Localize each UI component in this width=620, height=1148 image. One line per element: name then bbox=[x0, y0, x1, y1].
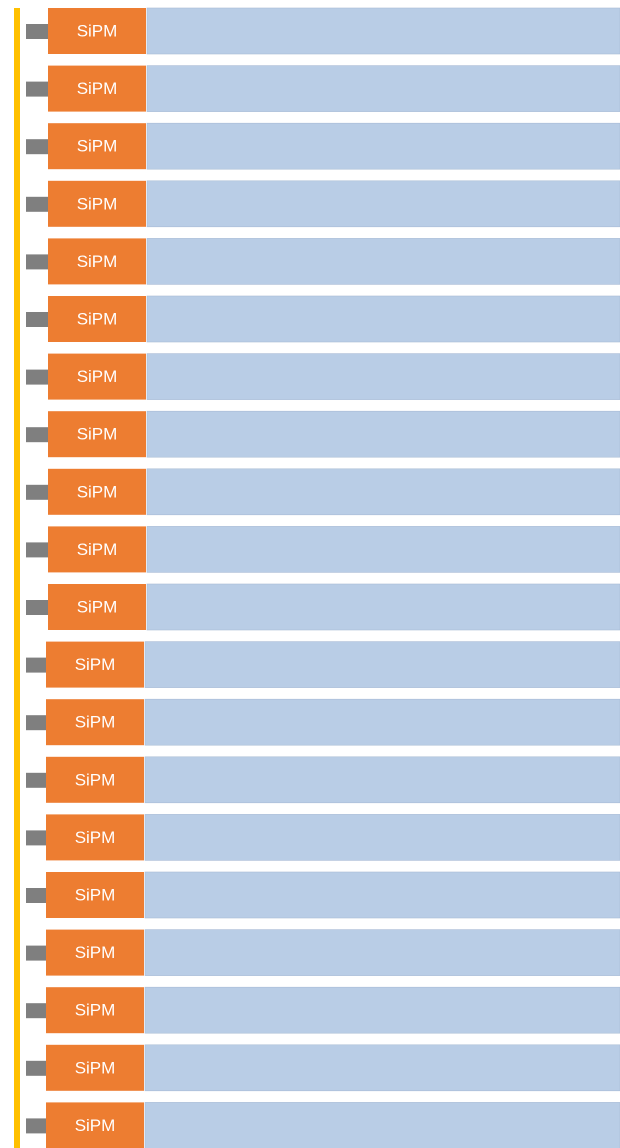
connector bbox=[26, 312, 48, 327]
connector bbox=[26, 1060, 46, 1076]
sipm-box bbox=[46, 756, 144, 803]
fiber-bar bbox=[146, 468, 620, 516]
connector bbox=[26, 484, 48, 500]
connector bbox=[26, 369, 48, 385]
sipm-box bbox=[48, 353, 146, 400]
sipm-label: SiPM bbox=[75, 713, 116, 732]
sipm-label: SiPM bbox=[75, 655, 116, 674]
fiber-bar bbox=[146, 238, 620, 285]
fiber-bar bbox=[146, 180, 620, 228]
fiber-bar bbox=[146, 526, 620, 573]
fiber-bar bbox=[144, 698, 620, 746]
sipm-label: SiPM bbox=[77, 309, 118, 328]
fiber-bar bbox=[146, 353, 620, 400]
sipm-box bbox=[48, 468, 146, 515]
connector bbox=[26, 600, 48, 615]
sipm-box bbox=[48, 8, 146, 54]
fiber-bar bbox=[144, 1102, 620, 1148]
sipm-label: SiPM bbox=[77, 194, 118, 213]
sipm-box bbox=[48, 238, 146, 285]
sipm-label: SiPM bbox=[75, 1001, 116, 1020]
sipm-box bbox=[48, 526, 146, 573]
connector bbox=[26, 1003, 46, 1019]
connector bbox=[26, 657, 46, 673]
sipm-label: SiPM bbox=[77, 79, 118, 98]
connector bbox=[26, 772, 46, 788]
connector bbox=[26, 196, 48, 212]
connector bbox=[26, 1118, 46, 1134]
fiber-bar bbox=[146, 583, 620, 631]
yellow-bus-bar bbox=[14, 576, 20, 1148]
sipm-label: SiPM bbox=[75, 1058, 116, 1077]
sipm-label: SiPM bbox=[77, 21, 118, 40]
sipm-box bbox=[48, 65, 146, 112]
connector bbox=[26, 715, 46, 731]
fiber-bar bbox=[146, 295, 620, 343]
fiber-bar bbox=[144, 756, 620, 804]
sipm-label: SiPM bbox=[75, 943, 116, 962]
connector bbox=[26, 254, 48, 270]
sipm-label: SiPM bbox=[75, 828, 116, 847]
sipm-label: SiPM bbox=[77, 540, 118, 559]
sipm-label: SiPM bbox=[77, 367, 118, 386]
connector bbox=[26, 24, 48, 39]
fiber-bar bbox=[146, 122, 620, 170]
fiber-bar bbox=[146, 65, 620, 112]
connector bbox=[26, 945, 46, 961]
sipm-label: SiPM bbox=[75, 1116, 116, 1135]
connector bbox=[26, 427, 48, 443]
sipm-box bbox=[48, 123, 146, 170]
sipm-box bbox=[46, 641, 144, 688]
connector bbox=[26, 888, 46, 903]
sipm-box bbox=[48, 180, 146, 227]
fiber-bar bbox=[146, 7, 620, 55]
sipm-box bbox=[48, 584, 146, 630]
yellow-bus-bar bbox=[14, 8, 20, 581]
fiber-bar bbox=[144, 1044, 620, 1092]
fiber-bar bbox=[144, 641, 620, 688]
sipm-box bbox=[46, 872, 144, 918]
sipm-box bbox=[46, 1044, 144, 1091]
fiber-bar bbox=[144, 871, 620, 919]
fiber-bar bbox=[144, 814, 620, 861]
connector bbox=[26, 81, 48, 97]
connector bbox=[26, 542, 48, 558]
sipm-box bbox=[46, 699, 144, 746]
sipm-box bbox=[46, 1102, 144, 1148]
sipm-label: SiPM bbox=[77, 425, 118, 444]
sipm-box bbox=[46, 929, 144, 976]
sipm-label: SiPM bbox=[77, 597, 118, 616]
sipm-box bbox=[46, 814, 144, 861]
connector bbox=[26, 830, 46, 846]
fiber-bar bbox=[144, 986, 620, 1034]
fiber-bar bbox=[144, 929, 620, 976]
sipm-label: SiPM bbox=[75, 885, 116, 904]
sipm-label: SiPM bbox=[77, 482, 118, 501]
sipm-label: SiPM bbox=[75, 770, 116, 789]
sipm-box bbox=[48, 411, 146, 458]
sipm-box bbox=[48, 296, 146, 342]
sipm-label: SiPM bbox=[77, 252, 118, 271]
fiber-bar bbox=[146, 410, 620, 458]
connector bbox=[26, 139, 48, 155]
sipm-box bbox=[46, 987, 144, 1034]
sipm-label: SiPM bbox=[77, 137, 118, 156]
